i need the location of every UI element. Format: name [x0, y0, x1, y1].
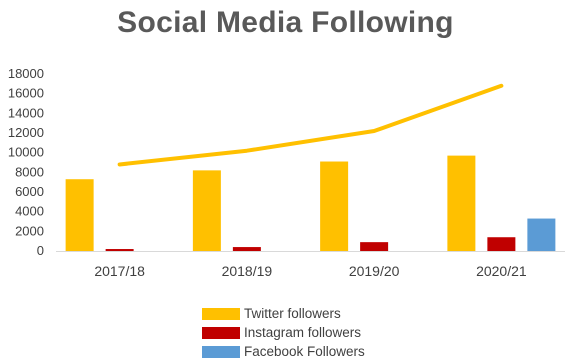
bar-twitter-followers: [192, 170, 221, 251]
legend-swatch: [202, 345, 240, 358]
y-tick-label: 8000: [15, 164, 44, 179]
bar-instagram-followers: [105, 249, 134, 251]
bar-twitter-followers: [65, 179, 94, 251]
y-tick-label: 14000: [8, 105, 44, 120]
y-tick-label: 0: [37, 243, 44, 258]
y-tick-label: 12000: [8, 125, 44, 140]
legend-swatch: [202, 307, 240, 320]
x-category-label: 2017/18: [94, 263, 145, 279]
legend-label: Facebook Followers: [244, 344, 365, 359]
legend-swatch: [202, 326, 240, 339]
line-twitter-followers: [117, 83, 504, 167]
chart-plot: 0 2000 4000 6000 8000 10000 12000 14000 16000 180…: [8, 66, 565, 279]
legend-item: Facebook Followers: [202, 342, 365, 361]
y-tick-label: 4000: [15, 204, 44, 219]
y-tick-label: 6000: [15, 184, 44, 199]
x-category-label: 2018/19: [222, 263, 273, 279]
chart-title: Social Media Following: [117, 6, 454, 39]
legend-item: Twitter followers: [202, 304, 365, 323]
bar-instagram-followers: [232, 247, 261, 251]
x-category-label: 2019/20: [349, 263, 400, 279]
x-category-label: 2020/21: [476, 263, 527, 279]
bar-instagram-followers: [360, 242, 389, 251]
bar-facebook-followers: [527, 218, 556, 251]
legend-label: Instagram followers: [244, 325, 362, 340]
legend-label: Twitter followers: [244, 306, 341, 321]
y-tick-label: 2000: [15, 223, 44, 238]
legend: Twitter followers Instagram followers Face…: [202, 304, 365, 361]
bar-instagram-followers: [487, 237, 516, 251]
bar-twitter-followers: [447, 155, 476, 251]
bar-twitter-followers: [320, 161, 349, 251]
y-tick-label: 16000: [8, 86, 44, 101]
y-tick-label: 18000: [8, 66, 44, 81]
legend-item: Instagram followers: [202, 323, 365, 342]
y-tick-label: 10000: [8, 145, 44, 160]
